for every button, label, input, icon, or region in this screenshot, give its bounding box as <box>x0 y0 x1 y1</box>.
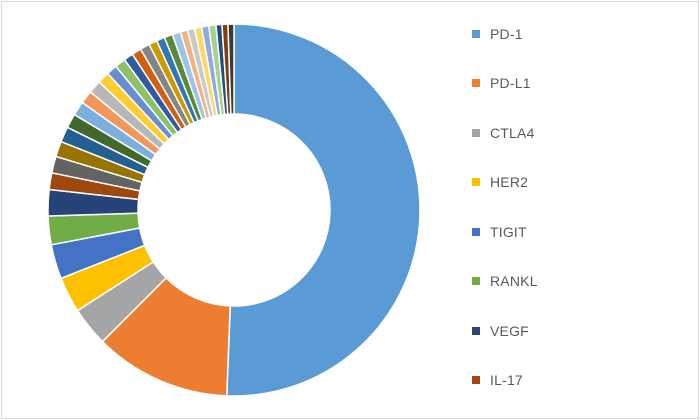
legend-item-pd-1: PD-1 <box>472 22 672 46</box>
legend-swatch <box>472 277 480 286</box>
legend-swatch <box>472 227 480 236</box>
legend-swatch <box>472 30 480 38</box>
legend-label: IL-17 <box>490 371 523 388</box>
legend-label: PD-L1 <box>490 75 531 92</box>
legend-swatch <box>472 79 480 88</box>
pie-slice-1 <box>225 23 421 397</box>
legend-label: CTLA4 <box>490 124 535 141</box>
legend-item-il-17: IL-17 <box>472 368 672 392</box>
legend: PD-1 PD-L1 CTLA4 HER2 TIGIT RANKL VEGF IL-17 <box>472 22 672 392</box>
legend-swatch <box>472 178 480 187</box>
legend-item-rankl: RANKL <box>472 269 672 293</box>
legend-swatch <box>472 128 480 137</box>
legend-label: PD-1 <box>490 26 523 42</box>
legend-item-her2: HER2 <box>472 170 672 194</box>
legend-label: RANKL <box>490 273 538 290</box>
legend-swatch <box>472 375 480 384</box>
legend-label: HER2 <box>490 174 529 191</box>
legend-item-ctla4: CTLA4 <box>472 121 672 145</box>
legend-item-tigit: TIGIT <box>472 220 672 244</box>
legend-item-vegf: VEGF <box>472 319 672 343</box>
legend-label: VEGF <box>490 322 529 339</box>
pie-slice-33 <box>227 23 235 115</box>
legend-swatch <box>472 326 480 335</box>
legend-item-pd-l1: PD-L1 <box>472 71 672 95</box>
legend-label: TIGIT <box>490 223 527 240</box>
